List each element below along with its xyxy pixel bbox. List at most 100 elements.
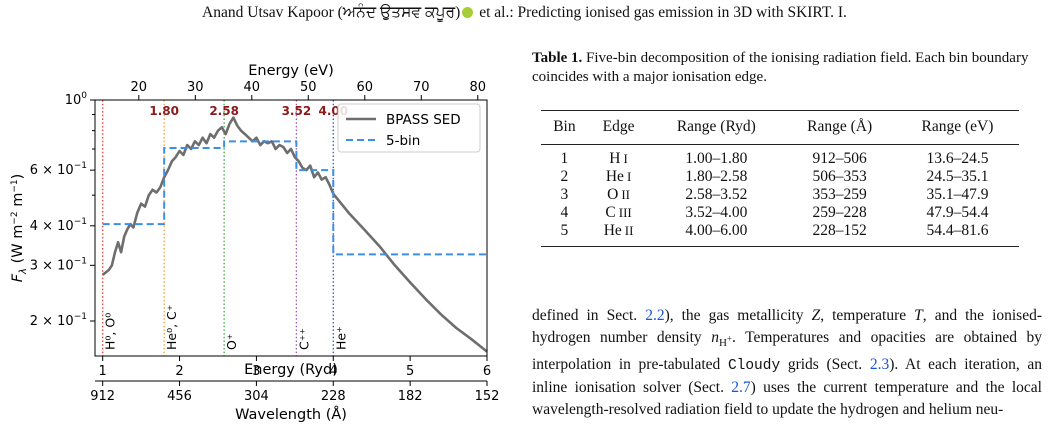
edge-ion: II [624,223,634,238]
cell-edge: O II [588,186,649,204]
body-text-5: . Temperatures and opacities are obtaine… [532,329,1042,374]
bin-table: Bin Edge Range (Ryd) Range (Å) Range (eV… [541,110,1019,247]
body-text-1: defined in Sect. [532,307,646,324]
edge-element: He [605,168,624,185]
top-tick-label: 50 [300,80,317,95]
y-tick-exp: −1 [74,312,87,322]
symbol-z: Z [811,307,821,324]
ref-sect-2-3[interactable]: 2.3 [869,356,890,374]
x-tick-label: 3 [252,364,260,379]
edge-value-label: 1.80 [149,104,179,118]
cell-ang: 506–353 [812,168,867,185]
y-tick-exp: −1 [74,217,87,227]
edge-ion: II [621,187,630,202]
ref-sect-2-7[interactable]: 2.7 [731,379,751,397]
body-text-6: grids (Sect. [780,356,870,374]
cell-bin: 3 [560,186,569,203]
table-caption-label: Table 1. [532,50,583,66]
top-tick-label: 70 [413,80,430,95]
orcid-icon[interactable] [462,6,474,18]
table-row: 1 H I 1.00–1.80 912–506 13.6–24.5 [541,145,1019,169]
y-tick-exp: −1 [74,161,87,171]
body-paragraph: defined in Sect. 2.2), the gas metallici… [532,305,1042,421]
edge-element: C [605,204,616,221]
legend-sed-label: BPASS SED [386,112,461,128]
col-ang: Range (Å) [783,110,896,145]
y-tick-base: 10 [65,93,82,108]
edge-species-label: He⁺ [333,326,348,350]
y-tick-exp: 0 [81,91,87,101]
cell-edge: He II [587,222,650,247]
table-header-row: Bin Edge Range (Ryd) Range (Å) Range (eV… [541,110,1019,145]
cell-ang: 259–228 [812,204,867,221]
edge-element: H [609,150,621,167]
symbol-n-sub: H [718,337,727,350]
y-tick-base: 6 × 10 [30,163,74,178]
wavelength-tick-label: 228 [321,389,346,404]
legend-bins-label: 5-bin [386,133,420,149]
y-tick-base: 4 × 10 [30,219,74,234]
y-label-part: −1 [10,179,20,192]
y-label-part: m [10,193,26,212]
y-tick-label: 100 [65,91,88,108]
top-tick-label: 20 [131,80,148,95]
y-tick-label: 6 × 10−1 [30,161,87,178]
table-caption-text: Five-bin decomposition of the ionising r… [532,50,1029,85]
y-tick-base: 3 × 10 [30,258,74,273]
cell-ev: 54.4–81.6 [895,222,1019,247]
edge-element: O [607,186,619,203]
ref-sect-2-2[interactable]: 2.2 [645,307,665,324]
cell-bin: 2 [560,168,569,185]
y-label-part: −2 [10,211,20,224]
cell-ryd: 1.80–2.58 [685,168,748,185]
edge-element: He [603,222,622,239]
cell-ryd: 3.52–4.00 [685,204,748,221]
wavelength-axis-label: Wavelength (Å) [235,406,347,423]
y-label-part: ) [10,174,26,180]
cell-ryd: 1.00–1.80 [685,150,748,167]
top-tick-label: 40 [244,80,261,95]
cell-ryd: 2.58–3.52 [685,186,748,203]
wavelength-tick-label: 912 [90,389,115,404]
table-row: 2 He I 1.80–2.58 506–353 24.5–35.1 [541,168,1019,186]
table-row: 5 He II 4.00–6.00 228–152 54.4–81.6 [541,222,1019,247]
cell-ang: 353–259 [812,186,867,203]
sed-series-line [101,116,488,353]
col-edge: Edge [587,110,650,145]
body-text-8: ) uses the current temperature and the l… [532,379,1042,419]
edge-ion: III [618,205,632,220]
y-label-part: (W m [10,225,26,268]
y-label-part: λ [18,268,29,275]
x-tick-label: 6 [483,364,491,379]
edge-value-label: 2.58 [209,104,239,118]
col-bin: Bin [541,110,588,145]
edge-value-label: 3.52 [282,104,312,118]
cell-bin: 5 [541,222,588,247]
cell-ev: 24.5–35.1 [926,168,989,185]
header-authors: Anand Utsav Kapoor (ਅਨੰਦ ਉਤਸਵ ਕਪੂਰ) [202,4,461,21]
top-tick-label: 30 [187,80,204,95]
top-tick-label: 60 [357,80,374,95]
body-text-4: , and the ionised-hydrogen number densit… [532,307,1043,346]
body-text-2: ), the gas metallicity [664,307,812,324]
body-text-3: , temperature [820,307,915,324]
cell-ryd: 4.00–6.00 [649,222,784,247]
y-tick-label: 3 × 10−1 [30,256,87,273]
x-tick-label: 2 [175,364,183,379]
edge-ion: I [626,169,632,184]
cell-ev: 35.1–47.9 [926,186,989,203]
symbol-t: T [914,307,923,324]
wavelength-tick-label: 304 [244,389,269,404]
edge-species-label: O⁺ [224,334,239,350]
top-tick-label: 80 [469,80,486,95]
cell-bin: 4 [560,204,569,221]
table-row: 4 C III 3.52–4.00 259–228 47.9–54.4 [541,204,1019,222]
y-tick-base: 2 × 10 [30,314,74,329]
body-text-7: ). At each iteration, an inline ionisati… [532,356,1042,397]
cloudy-code: Cloudy [727,358,781,375]
cell-ev: 13.6–24.5 [926,150,989,167]
y-tick-label: 2 × 10−1 [30,312,87,329]
cell-ang: 228–152 [783,222,896,247]
